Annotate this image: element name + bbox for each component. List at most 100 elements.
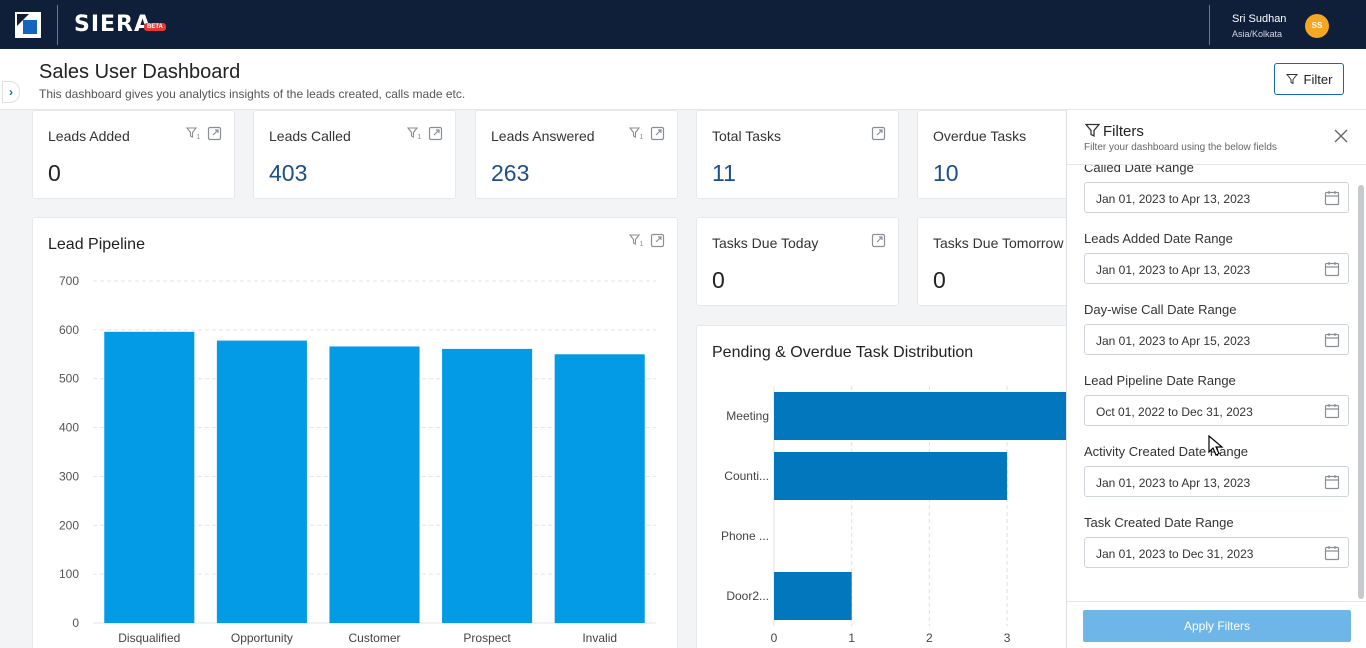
bar [329, 346, 420, 623]
open-external-icon[interactable] [207, 126, 222, 141]
filter-field-label: Task Created Date Range [1084, 515, 1234, 530]
funnel-filter-icon[interactable]: 1 [629, 233, 644, 248]
date-range-value: Jan 01, 2023 to Apr 13, 2023 [1096, 192, 1251, 206]
kpi-card-tasks-due-today: Tasks Due Today 0 [696, 217, 899, 306]
date-range-input[interactable]: Jan 01, 2023 to Apr 13, 2023 [1084, 182, 1349, 213]
kpi-title: Leads Called [269, 128, 351, 144]
x-tick-label: Disqualified [118, 631, 180, 645]
y-tick-label: 700 [59, 274, 79, 288]
y-tick-label: 100 [59, 567, 79, 581]
filters-scrollbar[interactable] [1358, 185, 1364, 599]
kpi-title: Tasks Due Today [712, 235, 819, 251]
x-tick-label: Customer [348, 631, 400, 645]
funnel-filter-icon[interactable]: 1 [186, 126, 201, 141]
filters-header: Filters Filter your dashboard using the … [1067, 110, 1366, 165]
bar [442, 348, 533, 623]
x-tick-label: 0 [771, 631, 778, 645]
close-icon[interactable] [1333, 128, 1349, 144]
open-external-icon[interactable] [650, 126, 665, 141]
y-tick-label: 500 [59, 372, 79, 386]
y-tick-label: 0 [72, 616, 79, 630]
open-external-icon[interactable] [871, 126, 886, 141]
y-tick-label: 300 [59, 469, 79, 483]
kpi-value: 11 [712, 160, 736, 186]
y-tick-label: Counti... [724, 469, 769, 483]
lead-pipeline-panel: Lead Pipeline 1 0 100 200 300 400 500 600 700 Di… [32, 217, 678, 648]
date-range-value: Jan 01, 2023 to Apr 13, 2023 [1096, 476, 1251, 490]
kpi-title: Tasks Due Tomorrow [933, 235, 1064, 251]
open-external-icon[interactable] [650, 233, 665, 248]
calendar-icon[interactable] [1324, 403, 1340, 419]
date-range-input[interactable]: Jan 01, 2023 to Apr 15, 2023 [1084, 324, 1349, 355]
beta-badge: BETA [144, 23, 166, 31]
y-tick-label: Door2... [726, 589, 769, 603]
x-tick-label: 1 [848, 631, 855, 645]
x-tick-label: Prospect [463, 631, 511, 645]
calendar-icon[interactable] [1324, 332, 1340, 348]
brand-name: SIERA [74, 12, 153, 37]
filter-button[interactable]: Filter [1274, 63, 1344, 95]
task-distribution-chart: 0 1 2 3 Meeting Counti... Phone ... Door2... [721, 386, 1076, 645]
calendar-icon[interactable] [1324, 190, 1340, 206]
funnel-filter-icon[interactable]: 1 [629, 126, 644, 141]
filters-title: Filters [1103, 123, 1144, 140]
date-range-input[interactable]: Oct 01, 2022 to Dec 31, 2023 [1084, 395, 1349, 426]
page-subtitle: This dashboard gives you analytics insig… [39, 87, 466, 101]
bar [216, 340, 307, 623]
filter-button-label: Filter [1303, 71, 1333, 87]
avatar[interactable]: SS [1305, 14, 1329, 38]
date-range-input[interactable]: Jan 01, 2023 to Dec 31, 2023 [1084, 537, 1349, 568]
kpi-card-total-tasks: Total Tasks 11 [696, 110, 899, 199]
date-range-value: Jan 01, 2023 to Apr 13, 2023 [1096, 263, 1251, 277]
kpi-title: Leads Added [48, 128, 130, 144]
calendar-icon[interactable] [1324, 474, 1340, 490]
date-range-value: Oct 01, 2022 to Dec 31, 2023 [1096, 405, 1253, 419]
kpi-title: Total Tasks [712, 128, 781, 144]
date-range-value: Jan 01, 2023 to Dec 31, 2023 [1096, 547, 1254, 561]
mouse-cursor-icon [1208, 435, 1224, 456]
filters-footer: Apply Filters [1067, 601, 1366, 648]
y-tick-label: Meeting [726, 409, 769, 423]
filter-field-label: Leads Added Date Range [1084, 231, 1233, 246]
open-external-icon[interactable] [871, 233, 886, 248]
kpi-value: 10 [933, 160, 959, 186]
divider [1209, 5, 1210, 45]
page-header: › Sales User Dashboard This dashboard gi… [0, 49, 1366, 110]
x-tick-label: Opportunity [231, 631, 293, 645]
filter-field-label: Called Date Range [1084, 165, 1194, 175]
svg-text:1: 1 [197, 134, 201, 141]
user-name[interactable]: Sri Sudhan [1232, 13, 1287, 25]
funnel-icon [1285, 74, 1298, 85]
sidebar-expand-chevron-icon[interactable]: › [2, 81, 20, 103]
panel-title: Pending & Overdue Task Distribution [712, 344, 974, 361]
x-tick-label: Invalid [582, 631, 617, 645]
kpi-value: 263 [491, 160, 530, 186]
kpi-title: Leads Answered [491, 128, 595, 144]
kpi-value: 403 [269, 160, 308, 186]
kpi-card-overdue-tasks: Overdue Tasks 10 [917, 110, 1077, 199]
y-tick-label: 600 [59, 323, 79, 337]
open-external-icon[interactable] [428, 126, 443, 141]
top-bar: SIERA BETA Sri Sudhan Asia/Kolkata SS [0, 0, 1366, 49]
apply-filters-button[interactable]: Apply Filters [1083, 610, 1351, 642]
divider [57, 5, 58, 45]
calendar-icon[interactable] [1324, 261, 1340, 277]
kpi-value: 0 [933, 267, 946, 293]
filter-field-label: Activity Created Date Range [1084, 444, 1249, 459]
panel-title: Lead Pipeline [48, 236, 145, 253]
y-tick-label: 200 [59, 518, 79, 532]
lead-pipeline-chart: 0 100 200 300 400 500 600 700 Disqualified Opport… [59, 274, 656, 645]
funnel-icon [1085, 123, 1100, 138]
kpi-value: 0 [48, 160, 61, 186]
filters-list[interactable]: Called Date Range Jan 01, 2023 to Apr 13,… [1067, 165, 1366, 601]
bar [774, 392, 1076, 440]
bar [774, 572, 852, 620]
date-range-input[interactable]: Jan 01, 2023 to Apr 13, 2023 [1084, 253, 1349, 284]
funnel-filter-icon[interactable]: 1 [407, 126, 422, 141]
filter-field-label: Lead Pipeline Date Range [1084, 373, 1236, 388]
date-range-input[interactable]: Jan 01, 2023 to Apr 13, 2023 [1084, 466, 1349, 497]
y-tick-label: 400 [59, 421, 79, 435]
app-logo-icon[interactable] [15, 12, 41, 38]
kpi-card-leads-called: Leads Called 1 403 [253, 110, 456, 199]
calendar-icon[interactable] [1324, 545, 1340, 561]
